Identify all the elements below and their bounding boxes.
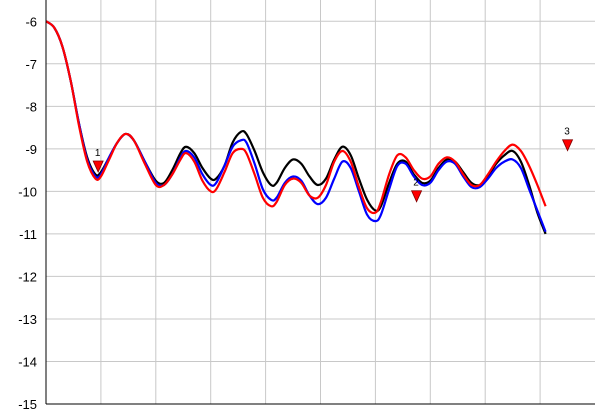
chart-markers: 1 2 3 <box>92 127 574 203</box>
y-tick-label: -8 <box>25 99 37 114</box>
y-tick-label: -15 <box>18 397 37 412</box>
y-tick-label: -11 <box>19 227 37 242</box>
marker-label-1: 1 <box>95 148 101 159</box>
y-tick-label: -14 <box>18 354 37 369</box>
chart-series <box>46 20 547 235</box>
chart-grid <box>46 0 595 405</box>
y-tick-label: -6 <box>25 14 37 29</box>
y-tick-label: -7 <box>25 57 37 72</box>
y-tick-label: -13 <box>18 312 37 327</box>
y-axis-tick-labels: -6 -7 -8 -9 -10 -11 -12 -13 -14 -15 <box>18 14 37 412</box>
marker-label-3: 3 <box>564 127 570 138</box>
y-tick-label: -10 <box>18 184 37 199</box>
marker-3-icon <box>561 139 574 152</box>
series-line-1 <box>46 20 547 235</box>
series-line-3 <box>46 20 547 215</box>
marker-1-icon <box>92 160 104 173</box>
marker-label-2: 2 <box>413 178 419 189</box>
marker-2-icon <box>410 190 423 203</box>
y-tick-label: -9 <box>25 142 37 157</box>
series-line-2 <box>46 20 547 233</box>
y-tick-label: -12 <box>18 269 37 284</box>
